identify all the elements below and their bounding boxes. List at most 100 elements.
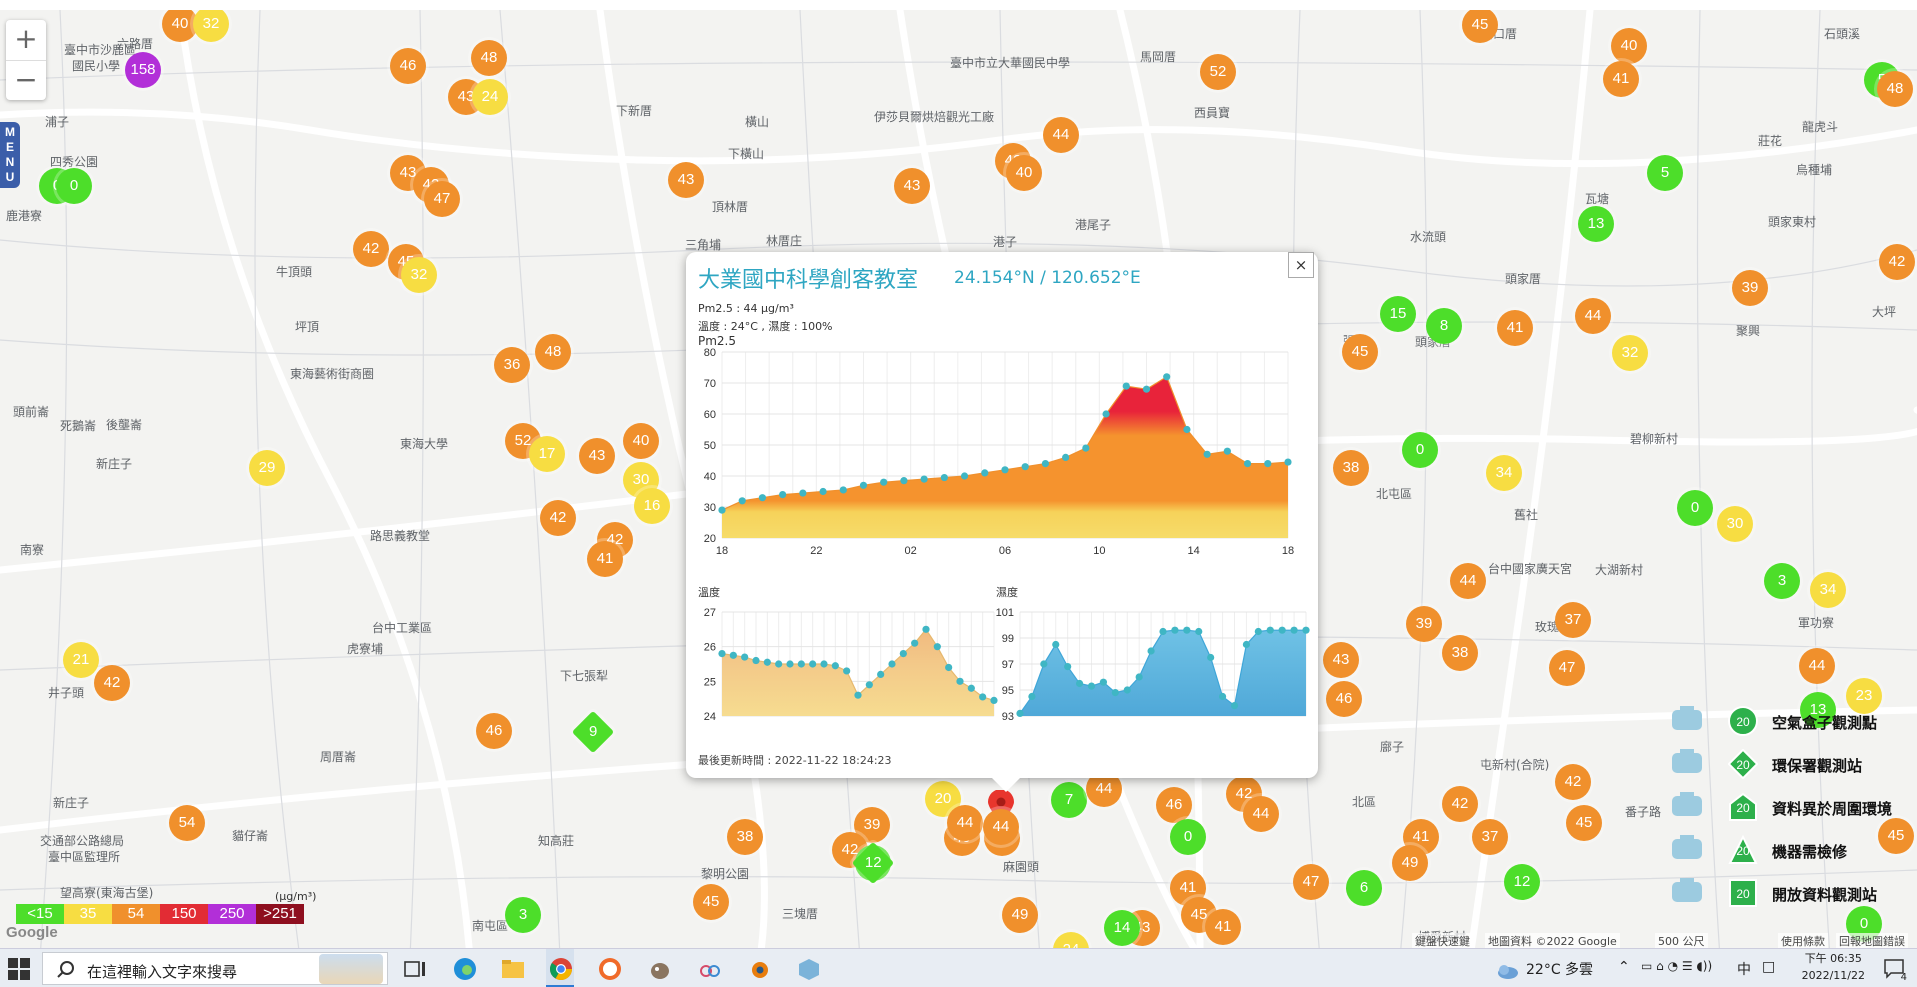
airbox-station-marker[interactable]: 37: [1555, 602, 1591, 638]
airbox-station-marker[interactable]: 42: [353, 231, 389, 267]
airbox-station-marker[interactable]: 38: [1442, 635, 1478, 671]
taskbar-search-box[interactable]: 在這裡輸入文字來搜尋: [42, 952, 388, 985]
airbox-station-marker[interactable]: 42: [1879, 244, 1915, 280]
airbox-station-marker[interactable]: 44: [1043, 117, 1079, 153]
airbox-station-marker[interactable]: 38: [727, 819, 763, 855]
airbox-station-marker[interactable]: 6: [1346, 870, 1382, 906]
airbox-station-marker[interactable]: 40: [162, 10, 198, 42]
airbox-station-marker[interactable]: 39: [1406, 606, 1442, 642]
airbox-station-marker[interactable]: 0: [1170, 819, 1206, 855]
airbox-station-marker[interactable]: 42: [540, 500, 576, 536]
blender-icon[interactable]: [746, 956, 772, 982]
airbox-station-marker[interactable]: 32: [401, 257, 437, 293]
airbox-station-marker[interactable]: 47: [424, 181, 460, 217]
airbox-station-marker[interactable]: 48: [535, 334, 571, 370]
airbox-station-marker[interactable]: 45: [693, 884, 729, 920]
map-canvas[interactable]: 六路厝 臺中市沙鹿區 國民小學 浦子 四秀公園 鹿港寮 牛頂頭 坪頂 東海藝術街商圈 頭前崙 死鵝崙…: [0, 0, 1917, 948]
chrome-browser-icon[interactable]: [548, 956, 574, 982]
airbox-station-marker[interactable]: 44: [947, 805, 983, 841]
airbox-station-marker[interactable]: 0: [1402, 432, 1438, 468]
airbox-station-marker[interactable]: 24: [1053, 932, 1089, 948]
airbox-station-marker[interactable]: 42: [94, 665, 130, 701]
airbox-station-marker[interactable]: 30: [1717, 506, 1753, 542]
airbox-station-marker[interactable]: 49: [1392, 845, 1428, 881]
terms-link[interactable]: 使用條款: [1778, 933, 1828, 949]
airbox-station-marker[interactable]: 44: [1450, 563, 1486, 599]
airbox-station-marker[interactable]: 41: [1205, 909, 1241, 945]
airbox-station-marker[interactable]: 42: [1555, 764, 1591, 800]
airbox-station-marker[interactable]: 15: [1380, 296, 1416, 332]
snipping-tool-icon[interactable]: [697, 956, 723, 982]
tray-chevron-icon[interactable]: ⌃: [1618, 959, 1630, 975]
map-scale-label[interactable]: 500 公尺: [1655, 933, 1708, 949]
tray-icons[interactable]: ▭ ⌂ ◔ ☰ ◖)): [1641, 959, 1713, 973]
notification-center-button[interactable]: 4: [1883, 957, 1907, 983]
airbox-station-marker[interactable]: 29: [249, 450, 285, 486]
airbox-station-marker[interactable]: 32: [193, 10, 229, 42]
airbox-station-marker[interactable]: 3: [505, 897, 541, 933]
airbox-station-marker[interactable]: 48: [471, 40, 507, 76]
airbox-station-marker[interactable]: 41: [1497, 310, 1533, 346]
weather-text[interactable]: 22°C 多雲: [1526, 962, 1594, 978]
airbox-station-marker[interactable]: 45: [1878, 818, 1914, 854]
airbox-station-marker[interactable]: 17: [529, 436, 565, 472]
airbox-station-marker[interactable]: 34: [1810, 572, 1846, 608]
airbox-station-marker[interactable]: 7: [1051, 782, 1087, 818]
airbox-station-marker[interactable]: 13: [1578, 206, 1614, 242]
selected-station-marker[interactable]: 44: [983, 809, 1019, 845]
windows-start-button[interactable]: [8, 958, 30, 980]
zoom-in-button[interactable]: +: [14, 22, 38, 55]
airbox-station-marker[interactable]: 39: [1732, 270, 1768, 306]
gimp-icon[interactable]: [647, 956, 673, 982]
ime-mode-icon[interactable]: □: [1762, 959, 1776, 975]
airbox-station-marker[interactable]: 47: [1549, 650, 1585, 686]
airbox-station-marker[interactable]: 24: [472, 79, 508, 115]
popup-close-button[interactable]: ×: [1288, 252, 1314, 278]
airbox-station-marker[interactable]: 37: [1472, 819, 1508, 855]
keyboard-shortcuts-link[interactable]: 鍵盤快速鍵: [1412, 933, 1473, 949]
airbox-station-marker[interactable]: 0: [56, 168, 92, 204]
airbox-station-marker[interactable]: 52: [1200, 54, 1236, 90]
airbox-station-marker[interactable]: 45: [1462, 10, 1498, 43]
airbox-station-marker[interactable]: 47: [1293, 864, 1329, 900]
airbox-station-marker[interactable]: 43: [579, 438, 615, 474]
airbox-station-marker[interactable]: 43: [668, 162, 704, 198]
airbox-station-marker[interactable]: 45: [1566, 805, 1602, 841]
airbox-station-marker[interactable]: 3: [1764, 563, 1800, 599]
airbox-station-marker[interactable]: 43: [1323, 642, 1359, 678]
airbox-station-marker[interactable]: 42: [1442, 786, 1478, 822]
airbox-station-marker[interactable]: 46: [1326, 681, 1362, 717]
airbox-station-marker[interactable]: 49: [1002, 897, 1038, 933]
airbox-station-marker[interactable]: 21: [63, 642, 99, 678]
airbox-station-marker[interactable]: 41: [1603, 61, 1639, 97]
compass-app-icon[interactable]: [597, 956, 623, 982]
airbox-station-marker[interactable]: 36: [494, 347, 530, 383]
airbox-station-marker[interactable]: 14: [1104, 910, 1140, 946]
airbox-station-marker[interactable]: 38: [1333, 450, 1369, 486]
airbox-station-marker[interactable]: 48: [1877, 71, 1913, 107]
airbox-station-marker[interactable]: 34: [1486, 455, 1522, 491]
zoom-out-button[interactable]: −: [6, 60, 46, 100]
ime-indicator[interactable]: 中: [1737, 962, 1751, 978]
airbox-station-marker[interactable]: 54: [169, 805, 205, 841]
airbox-station-marker[interactable]: 43: [894, 168, 930, 204]
airbox-station-marker[interactable]: 44: [1575, 298, 1611, 334]
airbox-station-marker[interactable]: 5: [1647, 155, 1683, 191]
airbox-station-marker[interactable]: 40: [1611, 28, 1647, 64]
report-error-link[interactable]: 回報地圖錯誤: [1836, 933, 1908, 949]
airbox-station-marker[interactable]: 0: [1677, 490, 1713, 526]
airbox-station-marker[interactable]: 46: [476, 713, 512, 749]
airbox-station-marker[interactable]: 158: [125, 52, 161, 88]
airbox-station-marker[interactable]: 41: [587, 541, 623, 577]
file-explorer-icon[interactable]: [500, 956, 526, 982]
airbox-station-marker[interactable]: 13: [1800, 692, 1836, 728]
airbox-station-marker[interactable]: 45: [1342, 334, 1378, 370]
airbox-station-marker[interactable]: 32: [1612, 335, 1648, 371]
airbox-station-marker[interactable]: 40: [623, 423, 659, 459]
airbox-station-marker[interactable]: 44: [1799, 648, 1835, 684]
airbox-station-marker[interactable]: 16: [634, 488, 670, 524]
airbox-station-marker[interactable]: 40: [1006, 155, 1042, 191]
airbox-station-marker[interactable]: 23: [1846, 678, 1882, 714]
airbox-station-marker[interactable]: 12: [1504, 864, 1540, 900]
system-clock[interactable]: 下午 06:35 2022/11/22: [1802, 950, 1865, 984]
